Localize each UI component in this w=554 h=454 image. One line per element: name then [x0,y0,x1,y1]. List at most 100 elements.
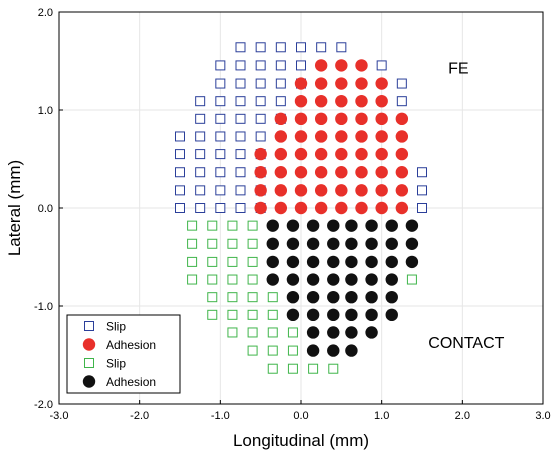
data-point [375,147,388,161]
data-point [215,60,226,71]
data-point [345,344,358,357]
data-point [286,237,300,250]
data-point [227,220,238,231]
data-point [207,256,218,267]
data-point [254,184,267,197]
data-point [327,219,340,232]
data-point [195,96,206,107]
data-point [345,326,358,339]
data-point [207,274,218,285]
data-point [308,363,319,374]
data-point [327,290,340,304]
legend-label: Slip [106,357,126,371]
legend-marker [82,375,96,388]
data-point [355,94,368,108]
data-point [195,185,206,196]
data-point [266,255,279,269]
data-point [294,112,308,126]
data-point [327,308,340,322]
legend: Slip Adhesion Slip Adhesion [66,314,181,394]
data-point [175,203,185,213]
data-point [175,167,185,178]
data-point [375,166,388,179]
data-point [385,308,398,322]
data-point [227,309,238,320]
data-point [215,185,226,196]
data-point [306,237,320,250]
data-point [235,60,246,71]
data-point [406,274,417,285]
data-point [175,185,185,196]
data-point [327,237,340,250]
data-point [345,273,358,286]
data-point [267,309,278,320]
data-point [286,255,300,269]
data-point [287,327,298,338]
legend-label: Adhesion [106,375,156,389]
data-point [286,308,300,322]
data-point [235,131,246,142]
data-point [235,42,246,53]
data-point [314,77,328,90]
data-point [355,130,368,143]
data-point [247,256,258,267]
data-point [345,290,358,304]
y-tick-label: -2.0 [34,399,53,411]
data-point [275,42,286,53]
data-point [314,184,328,197]
y-tick-label: 1.0 [38,105,53,117]
x-tick-label: -2.0 [130,410,149,422]
data-point [365,219,378,232]
data-point [235,167,246,178]
data-point [235,113,246,124]
data-point [235,185,246,196]
data-point [215,96,226,107]
data-point [335,130,348,143]
data-point [247,327,258,338]
data-point [405,255,419,269]
data-point [395,201,409,215]
data-point [345,308,358,322]
data-point [296,42,306,53]
data-point [175,149,185,160]
legend-label: Adhesion [106,338,156,352]
data-point [215,113,226,124]
data-point [375,112,388,126]
data-point [314,112,328,126]
data-point [294,130,308,143]
data-point [335,59,348,72]
data-point [385,290,398,304]
data-point [247,292,258,303]
data-point [335,184,348,197]
data-point [375,94,388,108]
data-point [275,78,286,89]
data-point [275,60,286,71]
data-point [328,363,339,374]
y-tick-label: 0.0 [38,203,53,215]
x-tick-label: 1.0 [374,410,389,422]
data-marks [175,42,427,374]
data-point [195,113,206,124]
data-point [187,220,198,231]
data-point [345,219,358,232]
data-point [227,327,238,338]
data-point [417,167,427,178]
data-point [187,274,198,285]
data-point [274,166,288,179]
data-point [296,60,306,71]
data-point [207,309,218,320]
data-point [335,77,348,90]
data-point [355,112,368,126]
data-point [254,147,267,161]
data-point [274,130,288,143]
data-point [335,166,348,179]
data-point [365,290,378,304]
data-point [255,131,266,142]
data-point [287,363,298,374]
data-point [365,308,378,322]
data-point [207,238,218,249]
data-point [385,273,398,286]
data-point [395,184,409,197]
data-point [365,326,378,339]
legend-marker [84,358,94,368]
